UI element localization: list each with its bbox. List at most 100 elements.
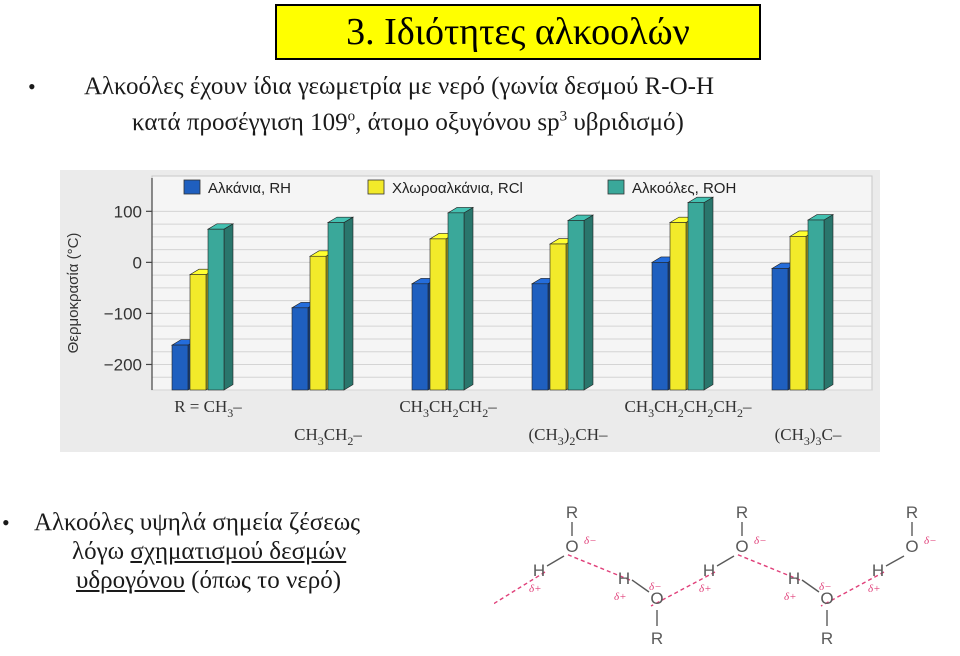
r-group: R xyxy=(651,629,663,648)
covalent-bonds xyxy=(546,522,913,626)
label-part: CH xyxy=(294,425,318,444)
x-axis: R = CH3–CH3CH2–CH3CH2CH2–(CH3)2CH–CH3CH2… xyxy=(174,397,842,448)
bar-side xyxy=(703,196,714,391)
hydrogen-atom: H xyxy=(533,561,545,580)
boiling-point-chart: 100 0 −100 −200 Θερμοκρασία (°C) Αλκάνια, RH Χ… xyxy=(60,170,880,452)
bar-front xyxy=(411,283,429,391)
oxygen-atom: O xyxy=(820,589,833,608)
bar xyxy=(326,216,355,391)
partial-negative: δ− xyxy=(649,581,662,593)
label-part: CH xyxy=(324,425,348,444)
bars xyxy=(170,196,835,391)
hydrogen-atom: H xyxy=(788,569,800,588)
bullet-geometry-line1: Αλκοόλες έχουν ίδια γεωμετρία με νερό (γ… xyxy=(84,73,715,100)
hydrogen-bond xyxy=(735,553,801,581)
x-tick-label: (CH3)3C– xyxy=(775,425,842,448)
label-part: – xyxy=(487,397,497,416)
label-part: CH xyxy=(684,397,708,416)
hydrogen-bond xyxy=(565,553,631,581)
subscript: 3 xyxy=(423,406,429,420)
bar xyxy=(566,214,595,391)
partial-positive: δ+ xyxy=(868,583,881,595)
subscript: 2 xyxy=(482,406,488,420)
bar-front xyxy=(309,255,327,391)
partial-positive: δ+ xyxy=(614,591,627,603)
subscript: 2 xyxy=(707,406,713,420)
like-water-text: (όπως το νερό) xyxy=(184,567,342,594)
bar-front xyxy=(207,228,225,391)
bar-side xyxy=(583,214,594,391)
y-axis: 100 0 −100 −200 xyxy=(104,178,153,390)
partial-negative: δ− xyxy=(924,535,937,547)
slide-title: 3. Ιδιότητες αλκοολών xyxy=(275,4,761,60)
bond xyxy=(801,579,820,593)
atoms: RO δ−RO δ−RO δ−Oδ−ROδ−RHδ+Hδ+Hδ+Hδ+Hδ+ xyxy=(529,503,937,648)
bond xyxy=(546,555,565,567)
partial-positive: δ+ xyxy=(784,591,797,603)
label-part: C– xyxy=(822,425,842,444)
label-part: (CH xyxy=(775,425,804,444)
label-part: ) xyxy=(810,425,816,444)
label-part: ) xyxy=(564,425,570,444)
bullet-marker: • xyxy=(2,510,10,535)
label-part: – xyxy=(352,425,362,444)
bar-side xyxy=(823,214,834,391)
label-part: CH xyxy=(625,397,649,416)
legend-label: Αλκοόλες, ROH xyxy=(632,180,736,197)
bar-front xyxy=(531,283,549,391)
hydrogen-atom: H xyxy=(618,569,630,588)
subscript: 3 xyxy=(318,434,324,448)
legend-swatch xyxy=(183,179,201,195)
hydrogen-bond xyxy=(650,571,716,607)
bar-front xyxy=(771,268,789,391)
label-part: CH xyxy=(399,397,423,416)
legend-swatch xyxy=(607,179,625,195)
plot-area xyxy=(151,175,873,391)
legend: Αλκάνια, RH Χλωροαλκάνια, RCl Αλκοόλες, RO… xyxy=(183,179,736,197)
y-tick-label: −200 xyxy=(104,355,142,374)
subscript: 3 xyxy=(648,406,654,420)
label-part: R = CH xyxy=(174,397,227,416)
legend-swatch xyxy=(367,179,385,195)
bullet-boiling-line1: Αλκοόλες υψηλά σημεία ζέσεως xyxy=(34,509,361,536)
hydrogen-bonds xyxy=(494,553,885,607)
partial-negative: δ− xyxy=(754,535,767,547)
y-tick-label: 100 xyxy=(114,202,142,221)
bar xyxy=(446,206,475,391)
subscript: 2 xyxy=(569,434,575,448)
subscript: 3 xyxy=(558,434,564,448)
oxygen-atom: O xyxy=(905,537,918,556)
label-part: CH xyxy=(459,397,483,416)
bar-front xyxy=(567,220,585,391)
sp3-sup: 3 xyxy=(559,108,568,125)
label-part: CH xyxy=(713,397,737,416)
bond xyxy=(716,555,735,567)
hydrogen-text: υδρογόνου xyxy=(76,567,185,594)
subscript: 2 xyxy=(737,406,743,420)
subscript: 3 xyxy=(804,434,810,448)
r-group: R xyxy=(566,503,578,522)
bar-front xyxy=(549,243,567,391)
subscript: 3 xyxy=(227,406,233,420)
bar-front xyxy=(171,344,189,391)
oxygen-atom: O xyxy=(565,537,578,556)
bar-side xyxy=(223,223,234,391)
label-part: – xyxy=(232,397,242,416)
gridlines xyxy=(152,210,872,391)
hydrogen-atom: H xyxy=(703,561,715,580)
bullet-boiling-line2: λόγω σχηματισμού δεσμών xyxy=(72,537,346,566)
angle-text: κατά προσέγγιση 109 xyxy=(132,109,348,136)
r-group: R xyxy=(821,629,833,648)
bullet-boiling-line3: υδρογόνου (όπως το νερό) xyxy=(76,566,341,595)
bond-formation-text: σχηματισμού δεσμών xyxy=(130,538,347,565)
y-axis-label: Θερμοκρασία (°C) xyxy=(65,233,82,354)
bar-front xyxy=(189,274,207,391)
label-part: CH xyxy=(429,397,453,416)
bar-front xyxy=(807,219,825,391)
bar-front xyxy=(651,262,669,391)
legend-label: Χλωροαλκάνια, RCl xyxy=(392,180,523,197)
partial-positive: δ+ xyxy=(699,583,712,595)
x-tick-label: CH3CH2CH2– xyxy=(399,397,497,420)
bar-front xyxy=(327,222,345,391)
bar-front xyxy=(429,238,447,391)
